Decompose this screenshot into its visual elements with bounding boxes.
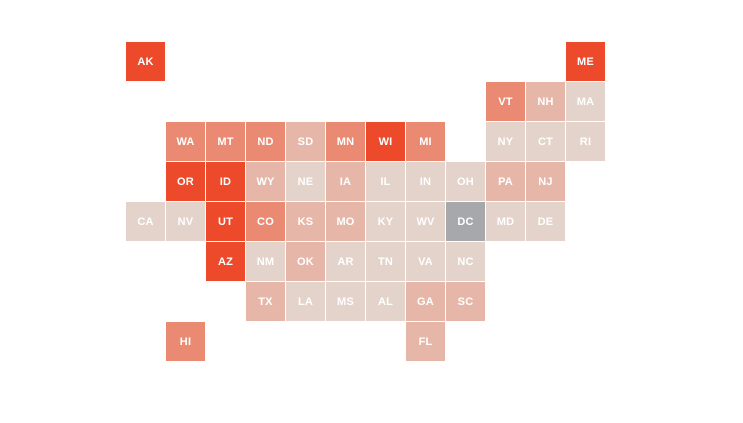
state-tile-sc[interactable]: SC: [446, 282, 485, 321]
state-tile-in[interactable]: IN: [406, 162, 445, 201]
state-tile-nv[interactable]: NV: [166, 202, 205, 241]
state-tile-ga[interactable]: GA: [406, 282, 445, 321]
state-tile-az[interactable]: AZ: [206, 242, 245, 281]
state-tile-ri[interactable]: RI: [566, 122, 605, 161]
state-tile-ny[interactable]: NY: [486, 122, 525, 161]
state-tile-il[interactable]: IL: [366, 162, 405, 201]
state-tile-ky[interactable]: KY: [366, 202, 405, 241]
state-tile-ut[interactable]: UT: [206, 202, 245, 241]
state-tile-ms[interactable]: MS: [326, 282, 365, 321]
state-tile-wi[interactable]: WI: [366, 122, 405, 161]
state-tile-al[interactable]: AL: [366, 282, 405, 321]
state-tile-tx[interactable]: TX: [246, 282, 285, 321]
state-tile-dc[interactable]: DC: [446, 202, 485, 241]
state-tile-tn[interactable]: TN: [366, 242, 405, 281]
state-tile-nm[interactable]: NM: [246, 242, 285, 281]
state-tile-hi[interactable]: HI: [166, 322, 205, 361]
state-tile-mt[interactable]: MT: [206, 122, 245, 161]
state-tile-ks[interactable]: KS: [286, 202, 325, 241]
state-tile-ne[interactable]: NE: [286, 162, 325, 201]
state-tile-md[interactable]: MD: [486, 202, 525, 241]
state-tile-nj[interactable]: NJ: [526, 162, 565, 201]
state-tile-mo[interactable]: MO: [326, 202, 365, 241]
state-tile-mi[interactable]: MI: [406, 122, 445, 161]
state-tile-id[interactable]: ID: [206, 162, 245, 201]
state-tile-sd[interactable]: SD: [286, 122, 325, 161]
state-tile-va[interactable]: VA: [406, 242, 445, 281]
state-tile-wv[interactable]: WV: [406, 202, 445, 241]
state-tile-ak[interactable]: AK: [126, 42, 165, 81]
state-tile-nc[interactable]: NC: [446, 242, 485, 281]
state-tile-ok[interactable]: OK: [286, 242, 325, 281]
state-tile-ia[interactable]: IA: [326, 162, 365, 201]
state-tile-de[interactable]: DE: [526, 202, 565, 241]
state-tile-wy[interactable]: WY: [246, 162, 285, 201]
state-tile-me[interactable]: ME: [566, 42, 605, 81]
state-tile-la[interactable]: LA: [286, 282, 325, 321]
state-tile-fl[interactable]: FL: [406, 322, 445, 361]
state-tile-ca[interactable]: CA: [126, 202, 165, 241]
state-tile-nd[interactable]: ND: [246, 122, 285, 161]
state-tile-nh[interactable]: NH: [526, 82, 565, 121]
state-tile-mn[interactable]: MN: [326, 122, 365, 161]
state-tile-ar[interactable]: AR: [326, 242, 365, 281]
state-tile-vt[interactable]: VT: [486, 82, 525, 121]
state-tile-co[interactable]: CO: [246, 202, 285, 241]
state-tile-or[interactable]: OR: [166, 162, 205, 201]
state-tile-ct[interactable]: CT: [526, 122, 565, 161]
state-tile-ma[interactable]: MA: [566, 82, 605, 121]
state-tile-oh[interactable]: OH: [446, 162, 485, 201]
state-tile-wa[interactable]: WA: [166, 122, 205, 161]
state-tile-pa[interactable]: PA: [486, 162, 525, 201]
